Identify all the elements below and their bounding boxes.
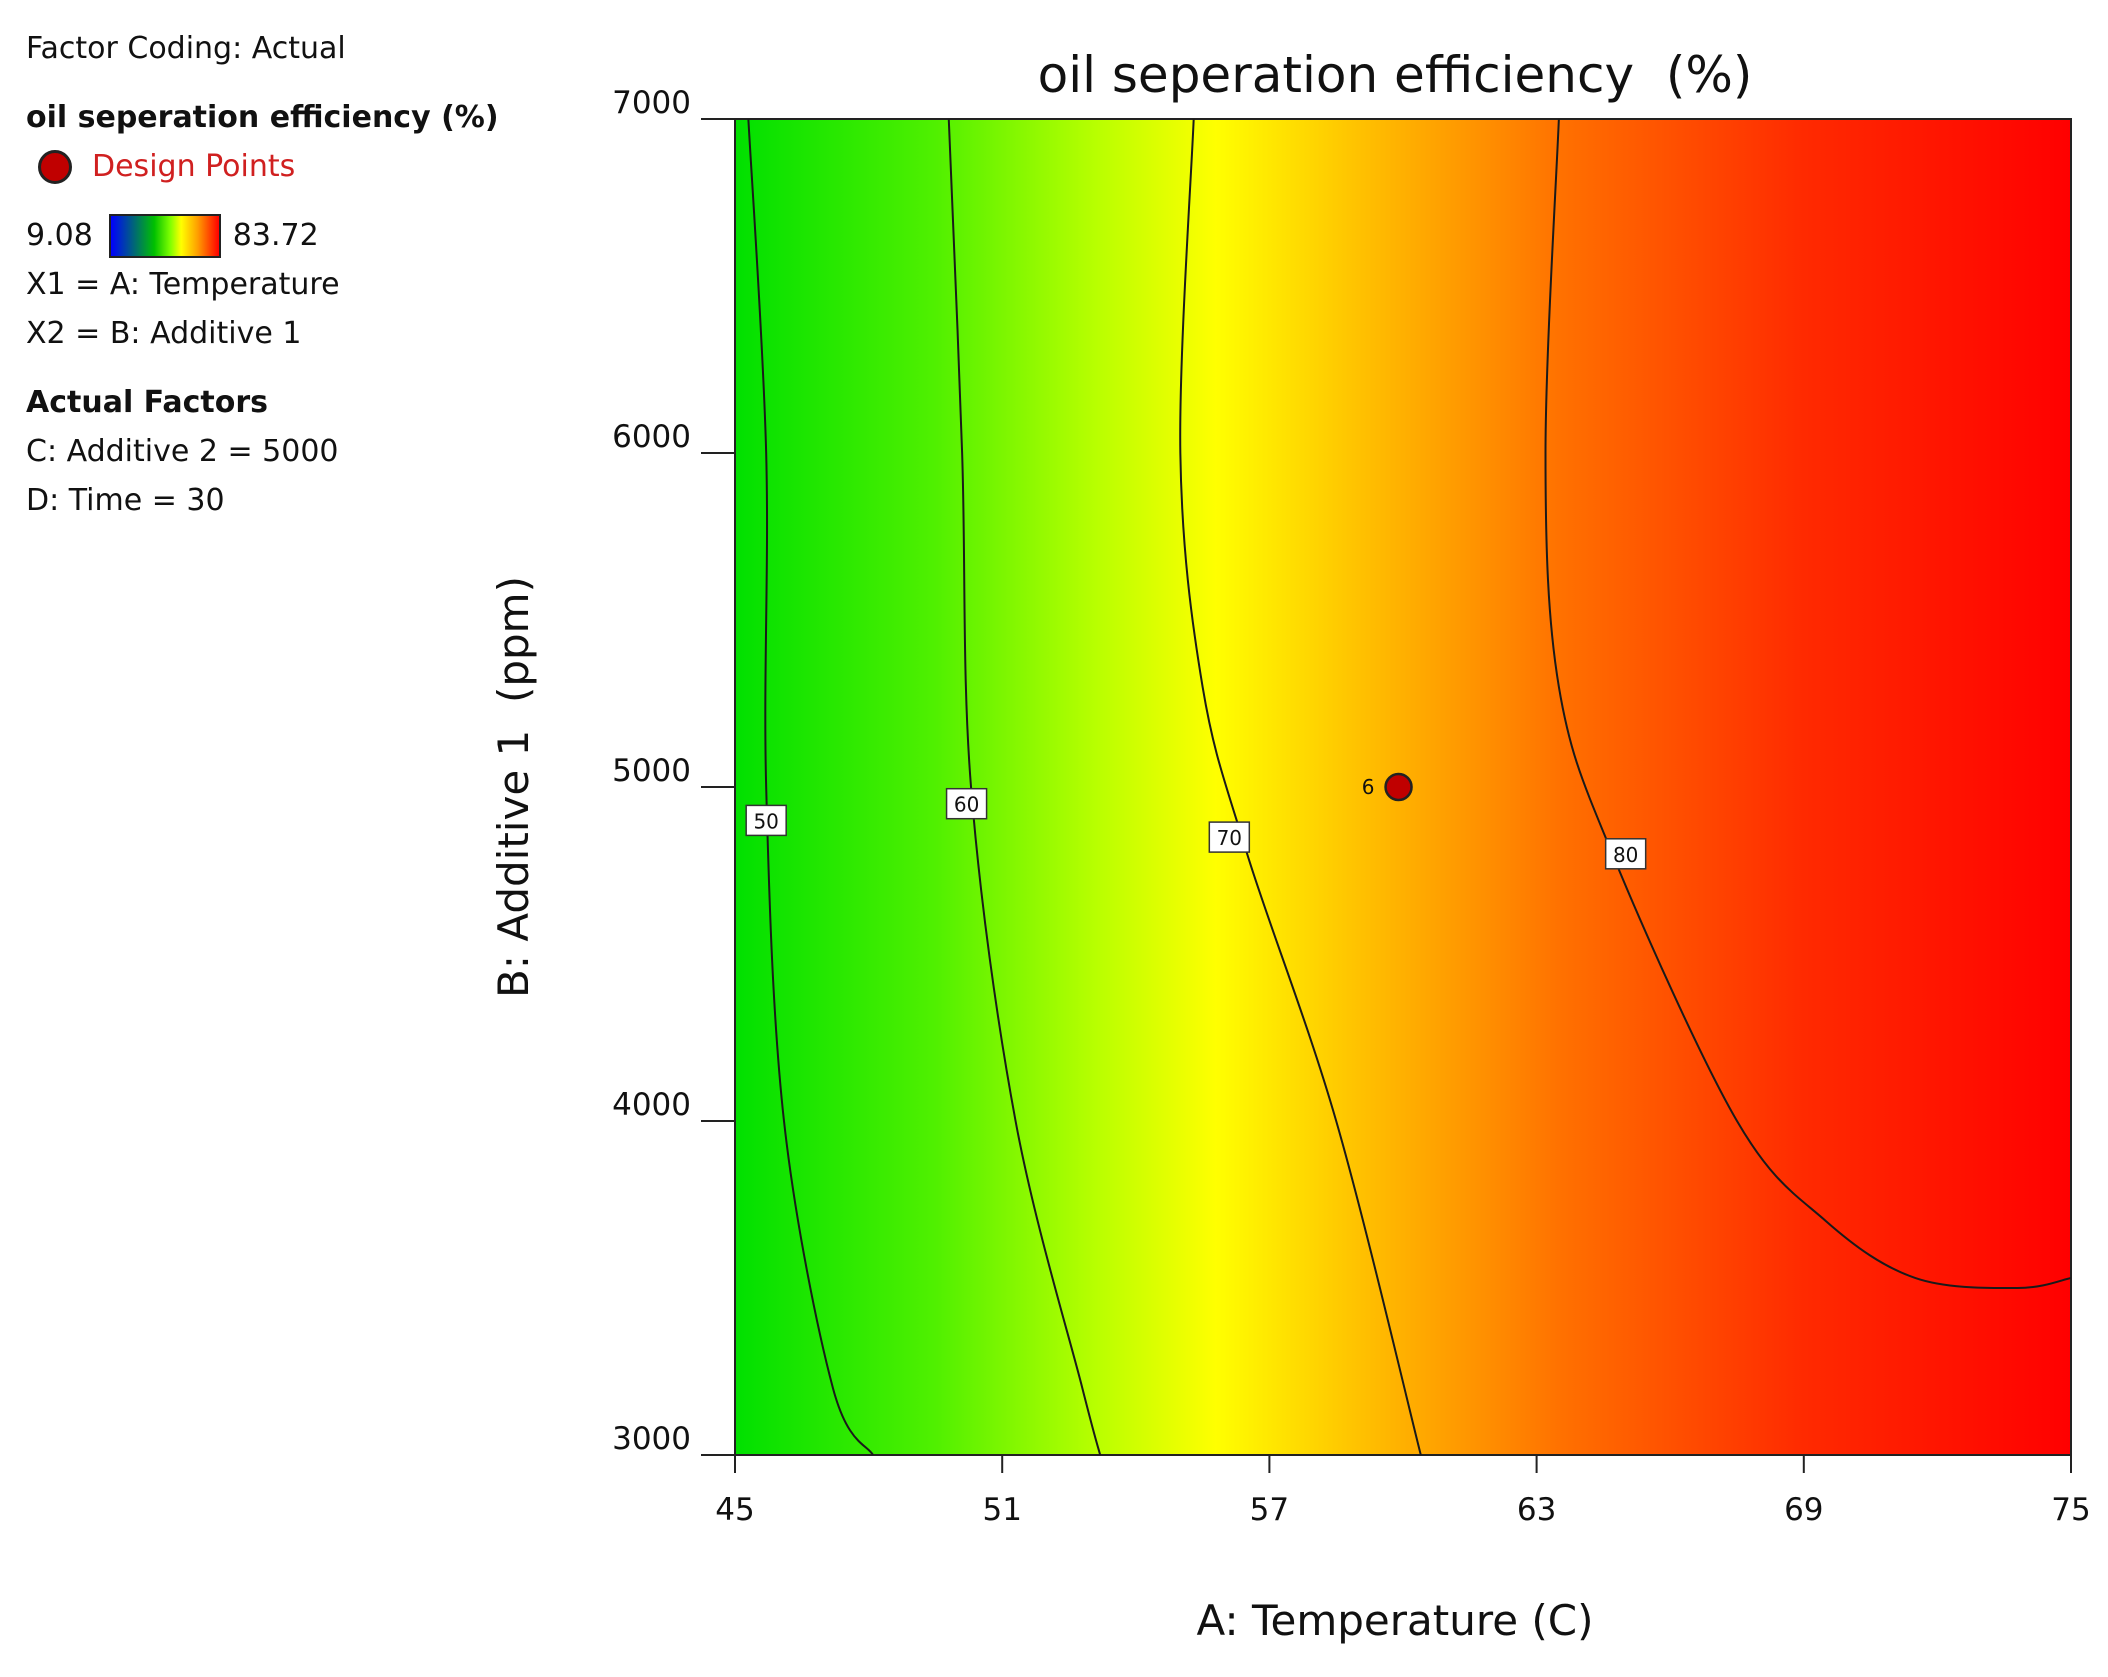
design-point-count: 6 [1362, 775, 1375, 799]
chart-title: oil seperation efficiency (%) [1038, 46, 1753, 104]
contour-label-70: 70 [1208, 821, 1251, 853]
y-axis-ticks: 3000 4000 5000 6000 7000 [612, 85, 735, 1457]
contour-label-text: 60 [954, 793, 979, 817]
x-tick-label: 69 [1784, 1492, 1823, 1528]
actual-factors-heading: Actual Factors [26, 385, 269, 420]
contour-label-box [745, 804, 787, 837]
y-tick-label: 7000 [612, 85, 691, 121]
x-tick-label: 57 [1250, 1492, 1289, 1528]
x-axis-label: A: Temperature (C) [1197, 1596, 1594, 1645]
x2-label: X2 = B: Additive 1 [26, 316, 302, 351]
y-tick-label: 5000 [612, 753, 691, 789]
contour-label-text: 80 [1613, 843, 1638, 867]
response-title: oil seperation efficiency (%) [26, 100, 499, 135]
contour-label-box [945, 787, 988, 820]
contour-label-text: 70 [1217, 826, 1242, 850]
contour-labels: 50 60 70 80 [745, 787, 1647, 870]
contour-lines [747, 119, 2071, 1455]
x-tick-label: 51 [982, 1492, 1021, 1528]
contour-label-box [1604, 838, 1647, 870]
x-tick-label: 63 [1517, 1492, 1556, 1528]
colorbar-min: 9.08 [26, 218, 93, 253]
design-point-marker [1384, 772, 1413, 802]
contour-label-60: 60 [945, 787, 988, 820]
contour-line-60 [947, 119, 1102, 1455]
factor-d-label: D: Time = 30 [26, 483, 225, 518]
colorbar: 9.08 83.72 [26, 211, 486, 260]
contour-line-70 [1179, 119, 1422, 1455]
factor-c-label: C: Additive 2 = 5000 [26, 434, 339, 469]
y-tick-label: 3000 [612, 1421, 691, 1457]
design-points-legend: Design Points [26, 142, 486, 191]
factor-coding-label: Factor Coding: Actual [26, 31, 346, 66]
y-axis-label: B: Additive 1 (ppm) [489, 576, 538, 998]
design-point-icon [38, 149, 72, 184]
design-points-label: Design Points [92, 149, 296, 184]
y-tick-label: 6000 [612, 419, 691, 455]
contour-label-box [1208, 821, 1251, 853]
contour-label-50: 50 [745, 804, 787, 837]
x-tick-label: 75 [2051, 1492, 2090, 1528]
legend-panel: Factor Coding: Actual oil seperation eff… [26, 24, 499, 525]
contour-label-80: 80 [1604, 838, 1647, 870]
contour-label-text: 50 [753, 809, 778, 833]
contour-line-50 [747, 119, 874, 1455]
design-points: 6 [1362, 772, 1413, 802]
x-axis-ticks: 45 51 57 63 69 75 [715, 1455, 2091, 1528]
colorbar-max: 83.72 [232, 218, 319, 253]
x1-label: X1 = A: Temperature [26, 267, 340, 302]
y-tick-label: 4000 [612, 1087, 691, 1123]
colorbar-gradient [108, 213, 221, 258]
x-tick-label: 45 [715, 1492, 754, 1528]
contour-line-80 [1544, 119, 2071, 1290]
